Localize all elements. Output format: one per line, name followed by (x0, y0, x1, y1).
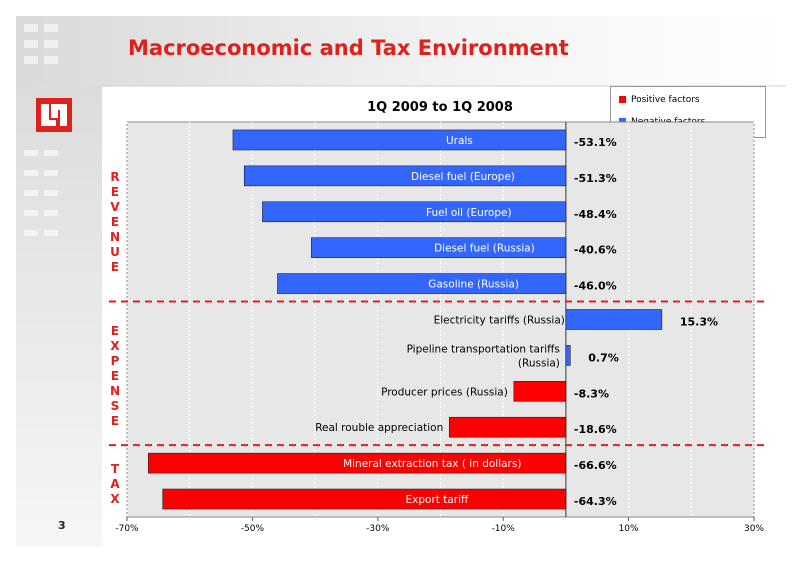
value-label: -18.6% (574, 423, 617, 436)
x-tick-label: 30% (744, 524, 764, 534)
revenue-label-letter: R (110, 170, 120, 184)
left-band (16, 86, 102, 546)
bar-label: (Russia) (518, 357, 560, 369)
bar (148, 452, 567, 474)
tax-label-letter: T (110, 462, 120, 476)
expense-label-letter: P (110, 354, 120, 368)
value-label: -46.0% (574, 280, 617, 293)
bar (277, 273, 567, 294)
value-label: -53.1% (574, 136, 617, 149)
expense-label-letter: N (109, 384, 121, 398)
expense-label-letter: E (110, 414, 120, 428)
legend-swatch-positive (619, 96, 626, 103)
bar-label: Electricity tariffs (Russia) (434, 315, 565, 327)
page-number: 3 (58, 519, 66, 532)
revenue-label-letter: N (109, 230, 121, 244)
value-label: -8.3% (574, 387, 609, 400)
bar-label: Export tariff (406, 494, 469, 506)
bar-label: Urals (446, 135, 473, 147)
expense-label-letter: S (110, 399, 120, 413)
x-tick-label: -50% (241, 524, 265, 534)
bar (232, 129, 567, 151)
bar (311, 237, 567, 258)
bar (513, 381, 567, 402)
bar-label: Pipeline transportation tariffs (407, 343, 560, 355)
expense-label-letter: X (110, 339, 120, 353)
tax-label-letter: A (110, 477, 120, 491)
bar-label: Gasoline (Russia) (428, 279, 519, 291)
revenue-label-letter: V (110, 200, 120, 214)
bar (162, 488, 567, 510)
x-tick-label: -70% (115, 524, 139, 534)
bar-label: Diesel fuel (Europe) (411, 171, 515, 183)
value-label: -51.3% (574, 172, 617, 185)
value-label: -40.6% (574, 244, 617, 257)
bar-label: Real rouble appreciation (315, 422, 443, 434)
bar-label: Diesel fuel (Russia) (434, 243, 535, 255)
revenue-label-letter: E (110, 185, 120, 199)
legend-label-positive: Positive factors (631, 95, 700, 105)
value-label: -64.3% (574, 495, 617, 508)
value-label: 15.3% (680, 316, 718, 329)
bar-label: Fuel oil (Europe) (426, 207, 512, 219)
company-logo (36, 98, 72, 132)
x-tick-label: -10% (492, 524, 516, 534)
tax-label-letter: X (110, 492, 120, 506)
bar (262, 201, 567, 223)
value-label: -48.4% (574, 208, 617, 221)
expense-label-letter: E (110, 369, 120, 383)
value-label: -66.6% (574, 459, 617, 472)
bar (565, 309, 663, 330)
bar (243, 165, 567, 187)
revenue-label-letter: E (110, 260, 120, 274)
expense-label-letter: E (110, 324, 120, 338)
x-tick-label: 10% (619, 524, 639, 534)
x-tick-label: -30% (366, 524, 390, 534)
bar (565, 345, 571, 366)
bar-label: Producer prices (Russia) (381, 386, 508, 398)
bar (448, 416, 567, 438)
bar-label: Mineral extraction tax ( in dollars) (343, 458, 521, 470)
revenue-label-letter: E (110, 215, 120, 229)
revenue-label-letter: U (110, 245, 120, 259)
value-label: 0.7% (588, 351, 619, 364)
header-band (16, 16, 786, 86)
chart-title: 1Q 2009 to 1Q 2008 (367, 100, 513, 115)
decorative-stripes (24, 24, 58, 236)
legend-item-positive: Positive factors (619, 95, 700, 105)
slide-title: Macroeconomic and Tax Environment (128, 36, 569, 60)
